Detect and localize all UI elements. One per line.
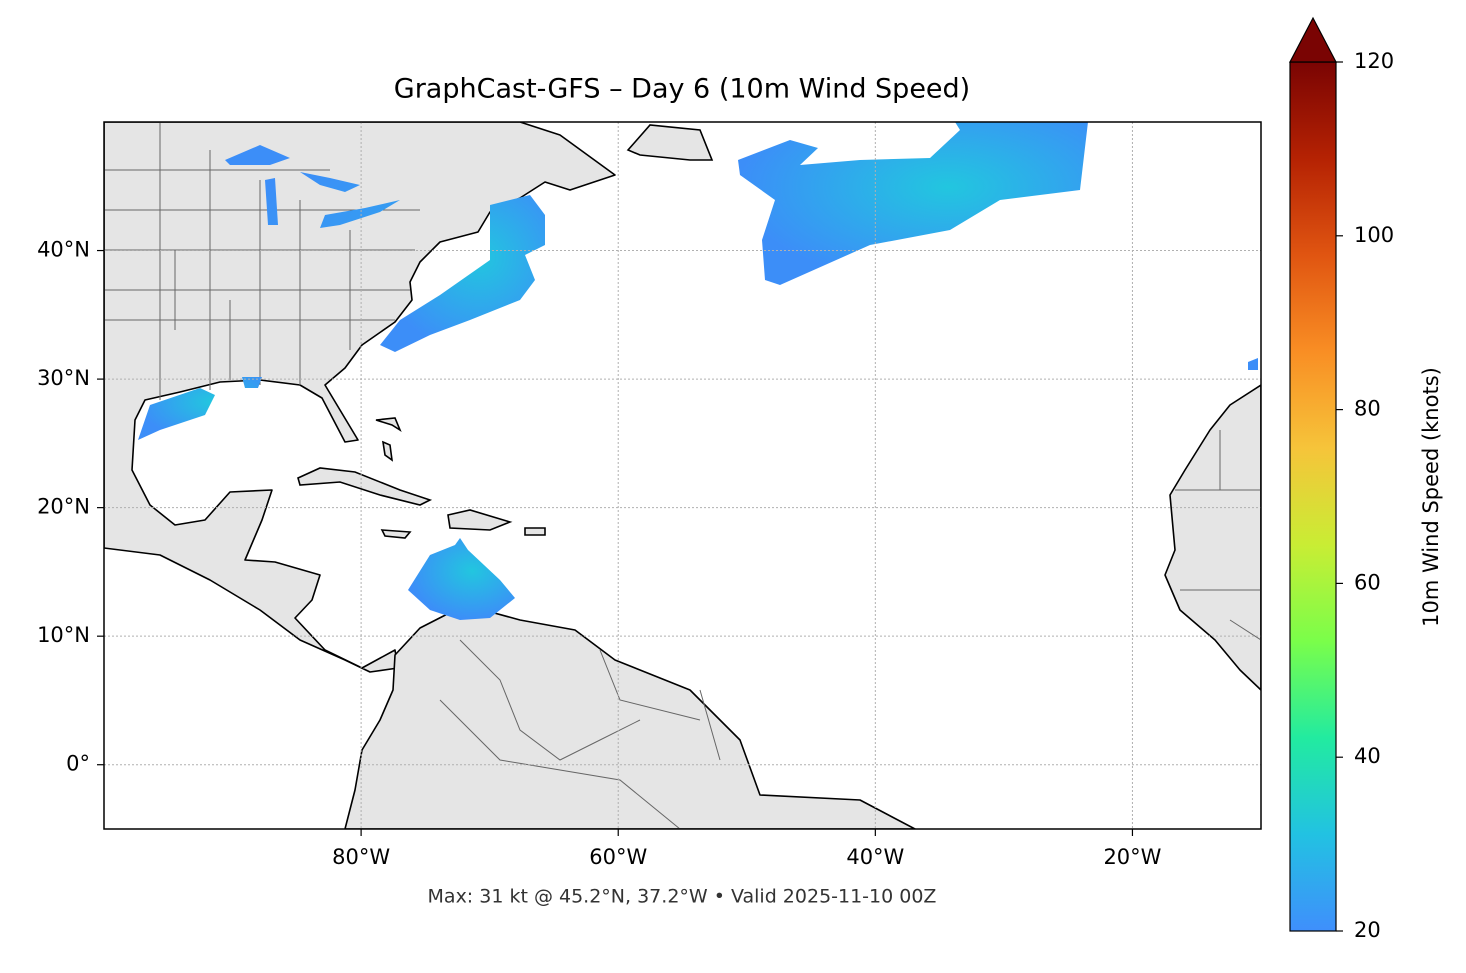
- newfoundland: [626, 124, 714, 161]
- wind-east-coast: [380, 195, 545, 352]
- south-america: [344, 604, 916, 829]
- wind-caribbean: [408, 538, 515, 620]
- wind-gulf: [138, 377, 262, 440]
- jamaica: [380, 529, 412, 539]
- y-tick-label: 40°N: [37, 238, 90, 262]
- colorbar-label: 10m Wind Speed (knots): [1419, 367, 1443, 627]
- map-frame: [103, 121, 1262, 830]
- south-america-borders: [439, 639, 721, 829]
- colorbar-tick-label: 120: [1354, 49, 1394, 73]
- us-state-borders: [104, 122, 420, 400]
- y-tick-label: 0°: [66, 752, 90, 776]
- bahamas: [375, 417, 402, 462]
- y-tick-label: 10°N: [37, 623, 90, 647]
- colorbar: [1289, 61, 1337, 932]
- x-tick-label: 40°W: [846, 845, 904, 869]
- x-tick-label: 20°W: [1103, 845, 1161, 869]
- colorbar-extend: [1289, 16, 1337, 63]
- x-tick-label: 80°W: [332, 845, 390, 869]
- wind-north-atlantic: [738, 122, 1088, 285]
- map-subtitle: Max: 31 kt @ 45.2°N, 37.2°W • Valid 2025…: [428, 886, 937, 908]
- colorbar-tick-label: 80: [1354, 397, 1381, 421]
- colorbar-tick-label: 60: [1354, 570, 1381, 594]
- y-tick-label: 20°N: [37, 495, 90, 519]
- puerto-rico: [524, 527, 546, 536]
- africa: [1164, 384, 1261, 691]
- colorbar-tick-label: 40: [1354, 744, 1381, 768]
- hispaniola: [447, 509, 513, 531]
- map-area: [104, 122, 1261, 829]
- map-title: GraphCast-GFS – Day 6 (10m Wind Speed): [394, 74, 970, 105]
- x-tick-label: 60°W: [589, 845, 647, 869]
- cuba: [297, 467, 433, 506]
- colorbar-tick-label: 100: [1354, 223, 1394, 247]
- grid: [104, 122, 1261, 829]
- africa-borders: [1175, 430, 1261, 641]
- y-tick-label: 30°N: [37, 366, 90, 390]
- colorbar-tick-label: 20: [1354, 918, 1381, 942]
